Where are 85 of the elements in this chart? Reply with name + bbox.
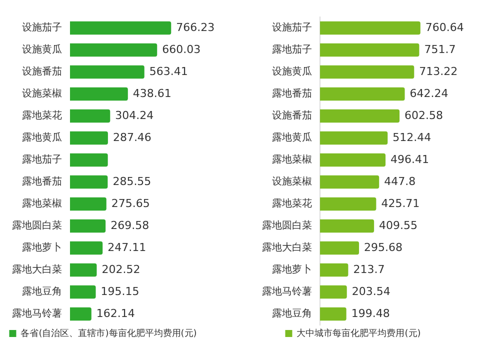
data-label: 602.58 — [404, 108, 444, 122]
bar — [320, 241, 360, 255]
data-label: 275.65 — [111, 196, 150, 210]
y-tick-label: 露地菜椒 — [22, 198, 62, 210]
data-label: 766.23 — [176, 20, 215, 34]
bar — [70, 87, 128, 101]
y-tick-label: 设施茄子 — [22, 22, 62, 34]
y-tick-label: 露地番茄 — [22, 176, 62, 188]
bar — [70, 285, 96, 299]
data-label: 713.22 — [419, 64, 458, 78]
bar — [320, 65, 414, 79]
bar — [70, 307, 92, 321]
data-label: 202.52 — [102, 262, 140, 276]
bar — [70, 153, 108, 167]
y-tick-label: 露地圆白菜 — [262, 220, 312, 232]
bar — [70, 65, 144, 79]
bar — [320, 109, 400, 123]
bar — [320, 263, 348, 277]
bar — [320, 131, 388, 145]
legend-label: 各省(自治区、直辖市)每亩化肥平均费用(元) — [20, 328, 197, 339]
y-tick-label: 露地马铃薯 — [12, 308, 62, 320]
y-tick-label: 设施菜椒 — [272, 176, 312, 188]
data-label: 269.58 — [110, 218, 150, 232]
y-tick-label: 露地菜椒 — [272, 154, 312, 166]
bar — [320, 21, 420, 35]
y-tick-label: 露地圆白菜 — [12, 220, 62, 232]
legend-label: 大中城市每亩化肥平均费用(元) — [296, 328, 421, 339]
data-label: 195.15 — [100, 284, 140, 298]
bar — [70, 241, 103, 255]
y-tick-label: 露地大白菜 — [262, 242, 312, 254]
data-label: 287.46 — [112, 130, 152, 144]
data-label: 660.03 — [162, 42, 201, 56]
y-tick-label: 设施番茄 — [22, 66, 62, 78]
data-label: 304.24 — [115, 108, 154, 122]
y-tick-label: 露地菜花 — [272, 198, 312, 210]
bar — [70, 43, 158, 57]
y-tick-label: 露地黄瓜 — [22, 132, 62, 144]
data-label: 760.64 — [425, 20, 464, 34]
data-label: 199.48 — [351, 306, 390, 320]
data-label: 512.44 — [392, 130, 432, 144]
y-tick-label: 露地茄子 — [272, 44, 312, 56]
y-tick-label: 露地茄子 — [22, 154, 62, 166]
data-label: 213.7 — [353, 262, 385, 276]
bar — [70, 131, 108, 145]
bar — [70, 175, 108, 189]
bar — [320, 285, 347, 299]
y-tick-label: 设施番茄 — [272, 110, 312, 122]
bar — [70, 109, 110, 123]
bar — [70, 21, 172, 35]
y-tick-label: 露地萝卜 — [272, 264, 312, 276]
data-label: 642.24 — [410, 86, 448, 100]
data-label: 162.14 — [96, 306, 135, 320]
y-tick-label: 露地豆角 — [272, 308, 312, 320]
y-tick-label: 露地豆角 — [22, 286, 62, 298]
bar — [320, 197, 376, 211]
data-label: 496.41 — [390, 152, 430, 166]
data-label: 447.8 — [384, 174, 416, 188]
y-tick-label: 露地番茄 — [272, 88, 312, 100]
y-tick-label: 露地黄瓜 — [272, 132, 312, 144]
y-tick-label: 露地马铃薯 — [262, 286, 312, 298]
y-tick-label: 露地大白菜 — [12, 264, 62, 276]
data-label: 438.61 — [132, 86, 172, 100]
bar — [70, 263, 97, 277]
bar — [320, 153, 386, 167]
y-tick-label: 设施菜椒 — [22, 88, 62, 100]
data-label: 409.55 — [379, 218, 418, 232]
data-label: 295.68 — [364, 240, 403, 254]
bar — [320, 307, 346, 321]
data-label: 285.55 — [112, 174, 152, 188]
bar — [320, 219, 374, 233]
y-tick-label: 设施黄瓜 — [22, 44, 62, 56]
data-label: 203.54 — [352, 284, 390, 298]
bar — [70, 219, 106, 233]
bar — [320, 43, 420, 57]
y-tick-label: 露地萝卜 — [22, 242, 62, 254]
bar — [320, 87, 405, 101]
data-label: 563.41 — [149, 64, 188, 78]
y-tick-label: 设施黄瓜 — [272, 66, 312, 78]
data-label: 425.71 — [381, 196, 420, 210]
data-label: 247.11 — [108, 240, 146, 254]
bar — [70, 197, 106, 211]
bar — [320, 175, 380, 189]
y-tick-label: 露地菜花 — [22, 110, 62, 122]
data-label: 751.7 — [424, 42, 456, 56]
y-tick-label: 设施茄子 — [272, 22, 312, 34]
